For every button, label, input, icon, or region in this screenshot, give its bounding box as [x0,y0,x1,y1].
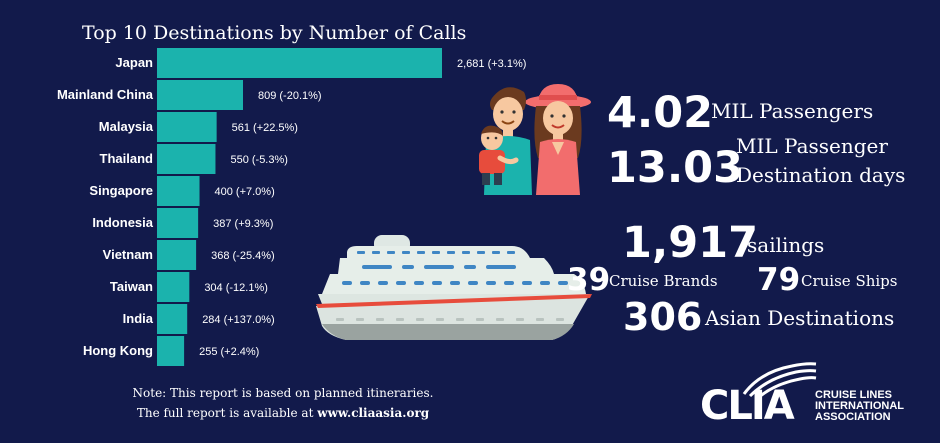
value-label: 387 (+9.3%) [213,218,273,230]
org-line-2: INTERNATIONAL [815,400,905,412]
bar [157,336,185,366]
footnote-line-2: The full report is available at www.clia… [118,403,448,423]
destination-days-value: 13.03 [607,143,744,193]
category-label: Singapore [89,183,153,198]
category-label: Japan [115,55,153,70]
destinations-value: 306 [623,295,703,339]
category-label: Mainland China [57,87,154,102]
destination-days-label-2: Destination days [736,163,906,187]
bar [157,112,217,142]
category-label: Indonesia [92,215,153,230]
category-label: Malaysia [99,119,154,134]
destination-days-label-1: MIL Passenger [736,134,888,158]
bar [157,144,216,174]
category-label: Taiwan [110,279,153,294]
chart-title: Top 10 Destinations by Number of Calls [82,22,467,44]
bar [157,48,442,78]
sailings-value: 1,917 [622,218,759,268]
value-label: 809 (-20.1%) [258,90,322,102]
family-icon [479,84,591,195]
cruise-ship-icon [316,235,592,340]
value-label: 400 (+7.0%) [215,186,275,198]
report-link[interactable]: www.cliaasia.org [317,406,430,420]
destinations-label: Asian Destinations [705,306,895,330]
ship-swoosh-icon [742,362,817,398]
bar [157,240,197,270]
org-line-1: CRUISE LINES [815,389,893,401]
value-label: 368 (-25.4%) [211,250,275,262]
value-label: 550 (-5.3%) [230,154,287,166]
sailings-label: sailings [747,233,825,257]
value-label: 2,681 (+3.1%) [457,58,526,70]
cruise-brands-label: Cruise Brands [609,272,718,290]
clia-logo: CLIA CRUISE LINES INTERNATIONAL ASSOCIAT… [700,358,915,433]
category-label: India [123,311,154,326]
footnote: Note: This report is based on planned it… [118,383,448,423]
passengers-value: 4.02 [607,88,714,138]
bar [157,208,199,238]
value-label: 561 (+22.5%) [232,122,298,134]
category-label: Vietnam [103,247,153,262]
bar [157,304,188,334]
cruise-ships-value: 79 [757,262,801,298]
category-label: Hong Kong [83,343,153,358]
value-label: 284 (+137.0%) [202,314,274,326]
footnote-text: The full report is available at [136,406,318,420]
bar [157,272,190,302]
bar [157,80,243,110]
value-label: 304 (-12.1%) [204,282,268,294]
clia-org-name: CRUISE LINES INTERNATIONAL ASSOCIATION [815,390,915,423]
category-label: Thailand [100,151,154,166]
value-label: 255 (+2.4%) [199,346,259,358]
footnote-line-1: Note: This report is based on planned it… [132,386,434,400]
org-line-3: ASSOCIATION [815,411,891,423]
cruise-brands-value: 39 [567,262,611,298]
passengers-label: MIL Passengers [711,99,874,123]
cruise-ships-label: Cruise Ships [801,272,898,290]
clia-wordmark: CLIA [700,383,795,429]
bar [157,176,200,206]
